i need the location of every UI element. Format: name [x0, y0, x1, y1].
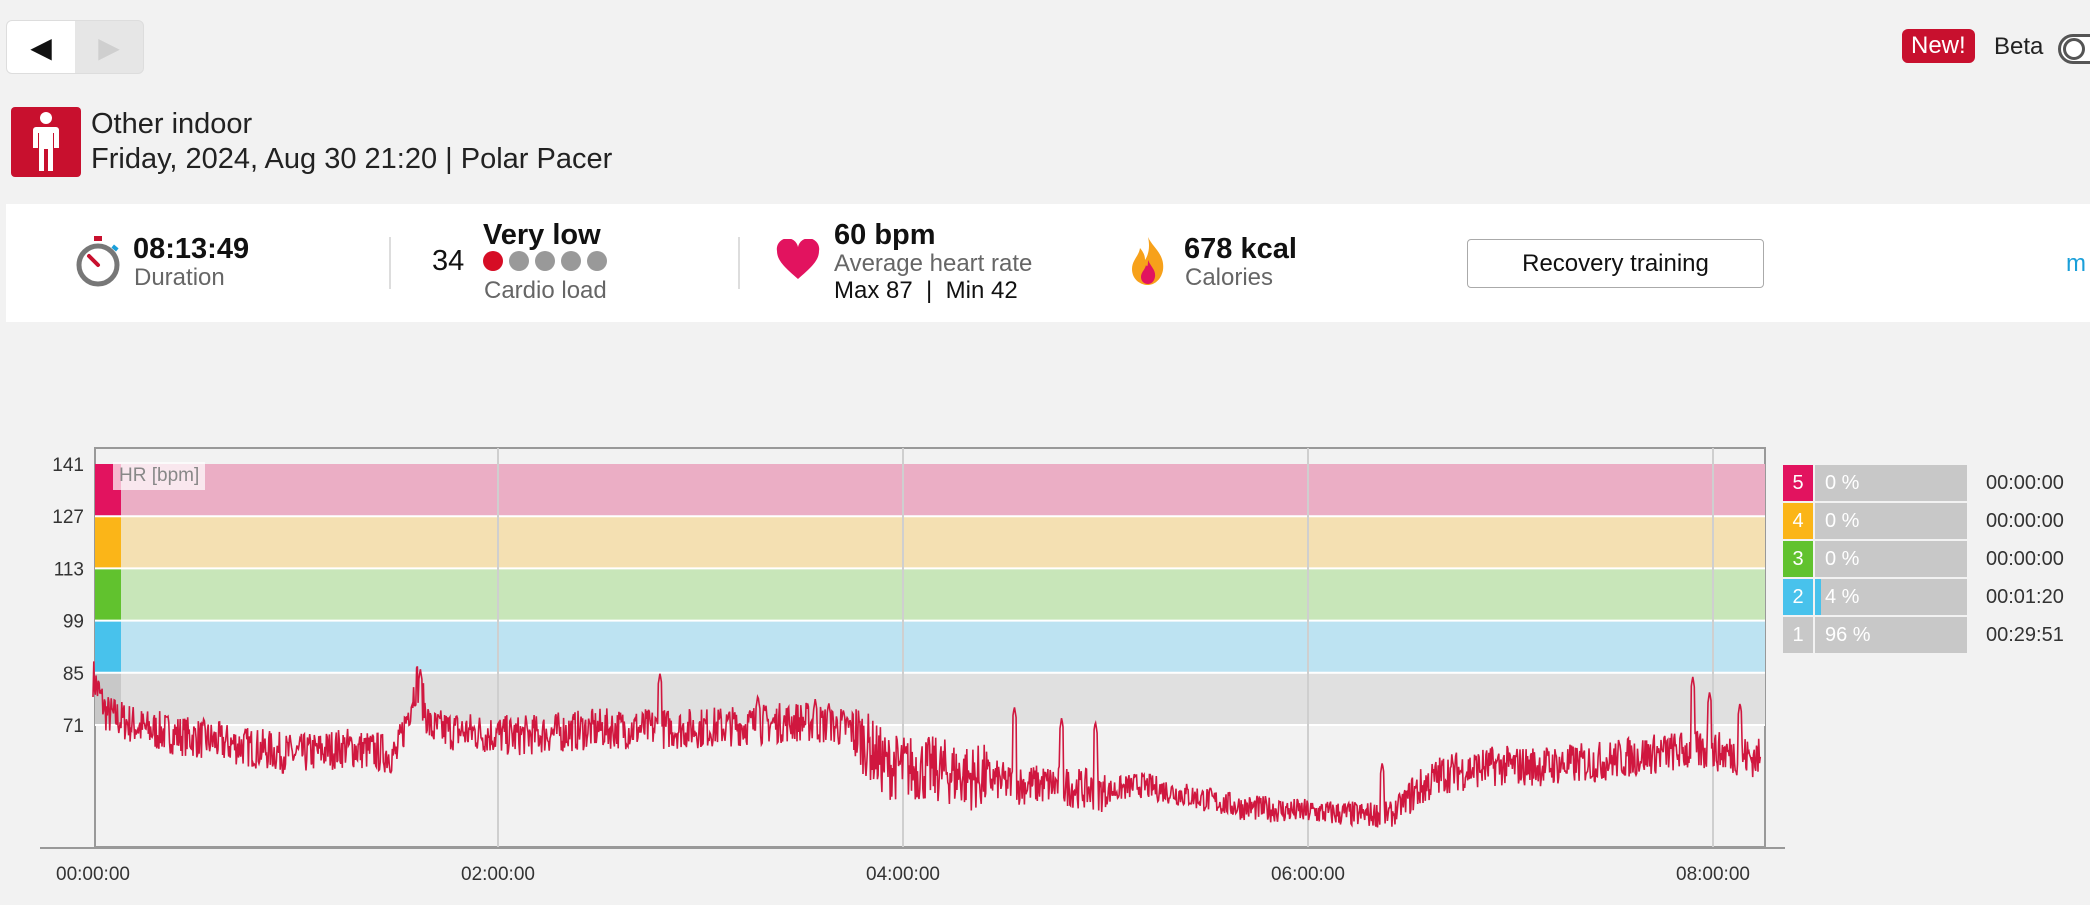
y-tick-label: 141 [52, 455, 84, 476]
x-tick-label: 00:00:00 [56, 864, 130, 885]
zone-band-3 [121, 568, 1765, 621]
zone-time: 00:00:00 [1986, 510, 2064, 532]
hr-chart-svg: 141 127 113 99 85 71 00:00:00 02:00:00 04:00:00 0… [40, 447, 1785, 885]
person-icon [11, 107, 81, 177]
zone-row-2: 2 4 % 00:01:20 [1783, 579, 2083, 615]
cardio-dot [535, 251, 555, 271]
zone-percent-fill [1815, 579, 1822, 615]
zone-row-5: 5 0 % 00:00:00 [1783, 465, 2083, 501]
zone-row-1: 1 96 % 00:29:51 [1783, 617, 2083, 653]
cardio-load-dots [483, 251, 613, 276]
training-benefit-button[interactable]: Recovery training [1467, 239, 1764, 288]
back-button[interactable]: ◀ [7, 21, 75, 73]
zone-marker-3 [95, 568, 121, 621]
beta-toggle[interactable] [2058, 34, 2090, 64]
zone-percent: 0 % [1825, 471, 1860, 494]
history-navigation: ◀ ▶ [6, 20, 144, 74]
hr-max: Max 87 [834, 277, 913, 304]
zone-percent-bar: 4 % [1815, 579, 1967, 615]
back-arrow-icon: ◀ [30, 31, 52, 63]
zone-percent: 0 % [1825, 547, 1860, 570]
zone-percent-bar: 96 % [1815, 617, 1967, 653]
calories-value: 678 kcal [1184, 233, 1297, 265]
hr-chart: 141 127 113 99 85 71 00:00:00 02:00:00 04:00:00 0… [0, 440, 1790, 900]
zone-time: 00:01:20 [1986, 586, 2064, 608]
avg-hr-label: Average heart rate [834, 250, 1033, 277]
zone-percent-bar: 0 % [1815, 465, 1967, 501]
zone-number: 2 [1783, 579, 1813, 615]
zone-number: 3 [1783, 541, 1813, 577]
forward-button[interactable]: ▶ [75, 21, 143, 73]
cardio-dot [587, 251, 607, 271]
hr-series-label: HR [bpm] [113, 462, 206, 490]
training-title: Other indoor [91, 108, 253, 140]
cardio-load-label: Cardio load [484, 277, 607, 304]
flame-icon [1129, 236, 1167, 291]
beta-label: Beta [1994, 33, 2044, 60]
zone-time: 00:29:51 [1986, 624, 2064, 646]
summary-panel [6, 204, 2090, 322]
avg-hr-value: 60 bpm [834, 219, 936, 251]
zone-percent-bar: 0 % [1815, 503, 1967, 539]
hr-separator: | [926, 277, 933, 304]
x-tick-label: 02:00:00 [461, 864, 535, 885]
zone-number: 5 [1783, 465, 1813, 501]
zone-row-3: 3 0 % 00:00:00 [1783, 541, 2083, 577]
x-tick-label: 04:00:00 [866, 864, 940, 885]
zone-band-2 [121, 620, 1765, 673]
calories-label: Calories [1185, 264, 1274, 291]
forward-arrow-icon: ▶ [98, 31, 120, 63]
cardio-dot [561, 251, 581, 271]
zone-percent: 4 % [1825, 585, 1860, 608]
stopwatch-icon [74, 236, 122, 293]
cardio-dot [509, 251, 529, 271]
y-tick-label: 113 [54, 559, 84, 580]
zone-time: 00:00:00 [1986, 472, 2064, 494]
x-tick-label: 08:00:00 [1676, 864, 1750, 885]
duration-value: 08:13:49 [133, 233, 250, 265]
zone-number: 4 [1783, 503, 1813, 539]
zone-marker-2 [95, 620, 121, 673]
training-subtitle: Friday, 2024, Aug 30 21:20 | Polar Pacer [91, 143, 613, 175]
x-tick-label: 06:00:00 [1271, 864, 1345, 885]
y-tick-label: 85 [63, 664, 84, 685]
y-tick-label: 99 [63, 612, 84, 633]
toggle-knob [2063, 38, 2085, 60]
hr-line [92, 661, 1762, 828]
divider [389, 237, 391, 289]
hr-max-min: Max 87 | Min 42 [834, 277, 1018, 305]
zone-band-5 [121, 464, 1765, 517]
heart-icon [776, 238, 820, 286]
zone-percent-bar: 0 % [1815, 541, 1967, 577]
hr-min: Min 42 [945, 277, 1018, 304]
more-link[interactable]: m [2066, 250, 2086, 277]
zone-number: 1 [1783, 617, 1813, 653]
new-badge: New! [1902, 29, 1975, 63]
zone-band-4 [121, 516, 1765, 569]
zone-percent: 96 % [1825, 623, 1871, 646]
cardio-load-score: 34 [432, 245, 465, 277]
divider [738, 237, 740, 289]
cardio-load-level: Very low [483, 219, 601, 251]
zone-band-1 [121, 672, 1765, 725]
duration-label: Duration [134, 264, 225, 291]
zone-percent: 0 % [1825, 509, 1860, 532]
y-tick-label: 71 [63, 716, 84, 737]
y-tick-label: 127 [52, 507, 84, 528]
zone-row-4: 4 0 % 00:00:00 [1783, 503, 2083, 539]
cardio-dot [483, 251, 503, 271]
zone-marker-4 [95, 516, 121, 569]
zone-time: 00:00:00 [1986, 548, 2064, 570]
